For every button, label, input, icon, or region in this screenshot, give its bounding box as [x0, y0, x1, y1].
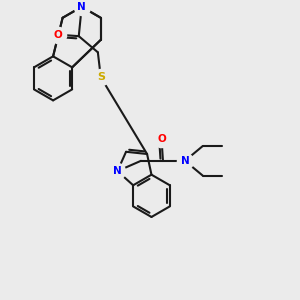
Point — [183, 158, 188, 163]
Point — [56, 32, 61, 37]
Text: S: S — [97, 72, 105, 82]
Point — [159, 136, 164, 141]
Text: O: O — [54, 30, 63, 40]
Point — [115, 169, 120, 173]
Text: N: N — [181, 156, 189, 166]
Text: N: N — [77, 2, 86, 12]
Point — [79, 4, 84, 9]
Text: O: O — [157, 134, 166, 144]
Point — [98, 75, 103, 80]
Text: N: N — [113, 166, 122, 176]
